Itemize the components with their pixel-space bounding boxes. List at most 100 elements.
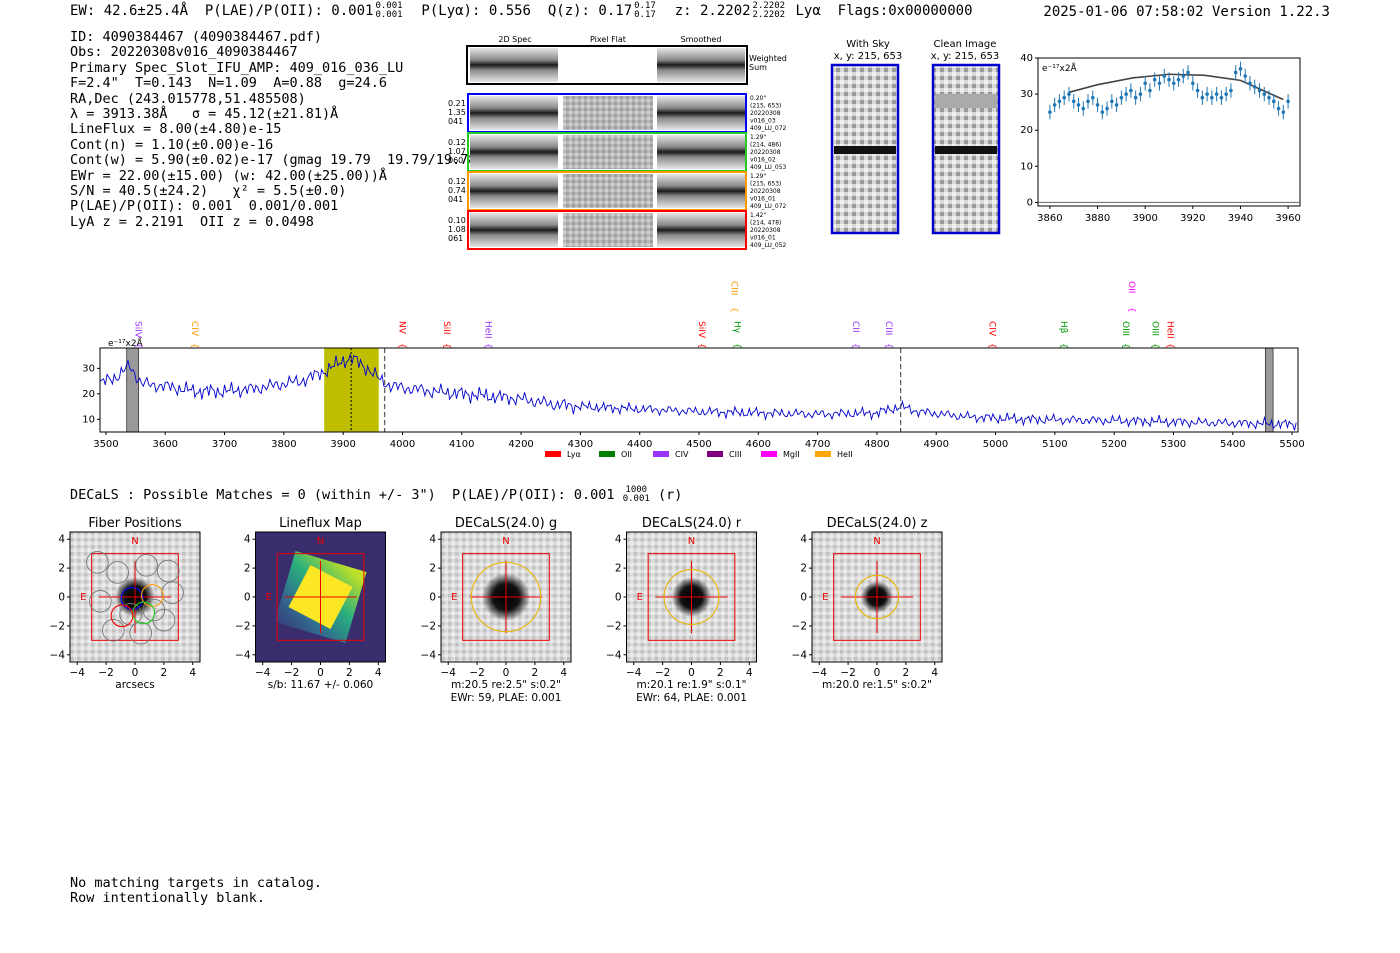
emission-line-label: OIII: [1150, 321, 1160, 336]
xtick-label: 2: [161, 667, 168, 679]
zoom-point: [1224, 92, 1228, 96]
zoom-point: [1057, 99, 1062, 104]
effective-radius-circle: [854, 574, 900, 620]
decals-panel: Fiber Positions N E −4−4 −2 −2 0 0 2 2 4 4 arcsecs: [50, 516, 201, 691]
zoom-chart: 0 10 20 30 40 3860 3880 3900 3920 3940 3960 e⁻¹⁷x2Å: [1020, 53, 1301, 224]
zoom-point: [1267, 95, 1271, 100]
east-label: E: [822, 592, 828, 603]
timestamp: 2025-01-06 07:58:02: [1043, 4, 1204, 20]
emission-line-label: SiIV: [133, 321, 143, 339]
fiber-circle-red: [110, 604, 134, 628]
xtick-label: −4: [626, 667, 642, 679]
flags-value: Flags:0x00000000: [837, 3, 973, 19]
spec-xtick-label: 4000: [390, 439, 415, 450]
ytick-label: 0: [800, 592, 807, 604]
zoom-xtick-label: 3940: [1228, 213, 1253, 224]
cutout-smoothed: [657, 213, 745, 247]
zoom-point: [1262, 92, 1267, 96]
xtick-label: 0: [132, 667, 139, 679]
sum-label: Sum: [749, 63, 767, 72]
north-label: N: [131, 536, 138, 547]
emission-line-brace: {: [1150, 343, 1160, 349]
zoom-xtick-label: 3860: [1037, 213, 1062, 224]
qz-hi: 0.17: [634, 1, 656, 11]
spec-xtick-label: 5100: [1042, 439, 1067, 450]
spectrum-line: [99, 354, 1297, 431]
xtick-label: −2: [284, 667, 299, 679]
spec-xtick-label: 4800: [864, 439, 889, 450]
emission-line-brace: {: [729, 307, 739, 313]
info-line: LineFlux = 8.00(±4.80)e-15: [70, 121, 282, 138]
zoom-point: [1071, 99, 1076, 104]
north-label: N: [502, 536, 509, 547]
zoom-xtick-label: 3900: [1132, 213, 1157, 224]
cutout-right-label: 1.29": [750, 173, 766, 180]
spec-xtick-label: 4300: [568, 439, 593, 450]
footer-line: Row intentionally blank.: [70, 890, 266, 906]
zoom-point: [1124, 92, 1128, 96]
zoom-point: [1248, 81, 1252, 86]
col-title-pixelflat: Pixel Flat: [590, 35, 626, 44]
xtick-label: 0: [503, 667, 510, 679]
fiber-circle: [106, 561, 129, 584]
zoom-point: [1286, 99, 1290, 104]
info-line: F=2.4" T=0.143 N=1.09 A=0.88 g=24.6: [70, 75, 387, 92]
zoom-xtick-label: 3960: [1275, 213, 1300, 224]
qz-value: Q(z): 0.17: [547, 3, 633, 19]
decals-title-text: DECaLS : Possible Matches = 0 (within +/…: [70, 487, 615, 503]
zoom-point: [1110, 99, 1114, 104]
zoom-point: [1129, 88, 1133, 93]
zoom-point: [1219, 95, 1224, 100]
spec-xtick-label: 4100: [449, 439, 474, 450]
cutout-left-label: 0.10: [448, 216, 466, 225]
xtick-label: −2: [469, 667, 484, 679]
zoom-point: [1048, 110, 1052, 114]
legend-swatch: [815, 451, 831, 457]
spec-xtick-label: 3800: [271, 439, 296, 450]
zoom-ytick-label: 40: [1020, 53, 1033, 64]
cutout-right-label: 20220308: [750, 227, 781, 234]
cutout-right-label: v016_02: [750, 157, 776, 164]
panel-caption-2: EWr: 64, PLAE: 0.001: [636, 692, 747, 704]
search-box: [462, 553, 550, 641]
ytick-label: −2: [235, 620, 250, 632]
legend-label: Lyα: [567, 450, 581, 459]
legend-label: HeII: [837, 450, 853, 459]
emission-line-brace: {: [696, 343, 706, 349]
zoom-point: [1095, 103, 1100, 107]
plae-value: P(LAE)/P(OII): 0.001: [204, 3, 374, 19]
xtick-label: −2: [98, 667, 113, 679]
spec-xtick-label: 4700: [805, 439, 830, 450]
info-line: ID: 4090384467 (4090384467.pdf): [70, 29, 322, 45]
zoom-ytick-label: 20: [1020, 125, 1033, 136]
info-line: S/N = 40.5(±24.2) χ² = 5.5(±0.0): [70, 183, 347, 200]
info-line: λ = 3913.38Å σ = 45.12(±21.81)Å: [70, 106, 339, 123]
emission-line-brace: {: [1126, 307, 1136, 313]
zoom-point: [1229, 88, 1233, 93]
cutout-right-label: v016_03: [750, 118, 776, 125]
zoom-point: [1272, 99, 1276, 104]
footer-block: No matching targets in catalog. Row inten…: [70, 876, 322, 906]
zoom-point: [1238, 67, 1243, 71]
ytick-label: 0: [58, 592, 65, 604]
spec-xtick-label: 4600: [746, 439, 771, 450]
zoom-point: [1100, 110, 1105, 114]
zoom-point: [1062, 95, 1066, 100]
zoom-ytick-label: 10: [1020, 161, 1033, 172]
cutout-left-label: 060: [448, 156, 463, 165]
xtick-label: −2: [655, 667, 670, 679]
zoom-point: [1186, 70, 1190, 75]
emission-line-brace: {: [133, 343, 143, 349]
panel-title: Fiber Positions: [88, 516, 181, 531]
panel-caption-2: EWr: 59, PLAE: 0.001: [451, 692, 562, 704]
zoom-point: [1143, 81, 1147, 86]
zoom-xtick-label: 3880: [1085, 213, 1110, 224]
clean-coords: x, y: 215, 653: [931, 51, 1000, 62]
xtick-label: 0: [688, 667, 695, 679]
legend-label: CIII: [729, 450, 742, 459]
cutout-smoothed: [657, 135, 745, 169]
ytick-label: −4: [606, 649, 622, 661]
ytick-label: 2: [58, 563, 65, 575]
cutout-right-label: 1.29": [750, 134, 766, 141]
